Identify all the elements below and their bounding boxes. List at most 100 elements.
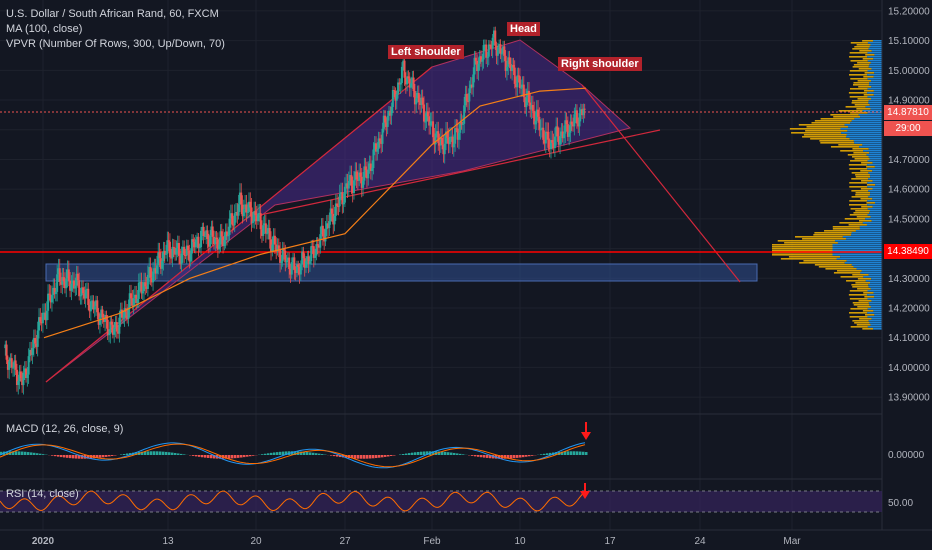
candle-body: [565, 120, 568, 125]
candle-body: [78, 280, 81, 297]
candle-body: [380, 140, 383, 144]
macd-label[interactable]: MACD (12, 26, close, 9): [6, 423, 124, 435]
time-tick-label: 27: [339, 536, 351, 547]
candle-body: [413, 90, 416, 105]
candle-body: [387, 110, 390, 116]
macd-histogram-bar: [252, 455, 255, 456]
candle-body: [61, 277, 64, 285]
candle-body: [487, 44, 490, 57]
candle-body: [324, 229, 327, 242]
candle-body: [163, 250, 166, 255]
volume-bar-down: [803, 260, 847, 262]
candle-body: [553, 136, 556, 149]
candle-body: [162, 250, 165, 262]
macd-histogram-bar: [210, 455, 213, 459]
vpvr-indicator-label[interactable]: VPVR (Number Of Rows, 300, Up/Down, 70): [6, 38, 225, 50]
candle-body: [398, 82, 401, 85]
macd-histogram-bar: [336, 455, 339, 457]
volume-bar-up: [868, 196, 882, 198]
candle-body: [530, 105, 533, 110]
candle-body: [113, 327, 116, 335]
candle-body: [434, 133, 437, 145]
candle-body: [192, 239, 195, 242]
candle-body: [66, 269, 69, 279]
volume-bar-down: [865, 54, 875, 56]
candle-body: [240, 192, 243, 205]
volume-bar-up: [869, 46, 882, 48]
macd-histogram-bar: [555, 452, 558, 455]
candle-body: [455, 128, 458, 130]
candle-body: [358, 172, 361, 181]
candle-body: [302, 251, 305, 259]
volume-bar-up: [863, 150, 882, 152]
macd-histogram-bar: [426, 451, 429, 455]
volume-bar-down: [772, 252, 833, 254]
candle-body: [537, 109, 540, 117]
macd-histogram-bar: [510, 455, 513, 459]
macd-histogram-bar: [63, 455, 66, 458]
volume-bar-down: [860, 188, 873, 190]
candle-body: [539, 128, 542, 131]
volume-bar-up: [873, 40, 882, 42]
macd-histogram-bar: [279, 451, 282, 455]
volume-bar-down: [863, 90, 874, 92]
candle-body: [150, 277, 153, 283]
right-shoulder-label[interactable]: Right shoulder: [558, 57, 642, 71]
left-shoulder-label[interactable]: Left shoulder: [388, 45, 464, 59]
rsi-label[interactable]: RSI (14, close): [6, 488, 79, 500]
candle-body: [88, 305, 91, 312]
candle-body: [262, 225, 265, 236]
volume-bar-down: [866, 166, 875, 168]
volume-bar-up: [868, 102, 882, 104]
volume-bar-down: [772, 254, 833, 256]
candle-body: [263, 223, 266, 226]
candle-body: [332, 213, 335, 225]
candle-body: [276, 245, 279, 252]
candle-body: [382, 115, 385, 129]
candle-body: [573, 114, 576, 127]
candle-body: [80, 287, 83, 296]
candle-body: [157, 252, 160, 266]
macd-histogram-bar: [585, 452, 588, 455]
macd-histogram-bar: [87, 455, 90, 459]
candle-body: [577, 123, 580, 127]
candle-body: [92, 300, 95, 310]
candle-body: [288, 257, 291, 270]
candle-body: [502, 46, 505, 54]
candle-body: [371, 168, 374, 171]
macd-histogram-bar: [504, 455, 507, 459]
candle-body: [419, 102, 422, 106]
candle-body: [257, 213, 260, 222]
volume-bar-down: [839, 222, 863, 224]
volume-bar-up: [872, 180, 882, 182]
volume-bar-down: [853, 152, 870, 154]
volume-bar-up: [855, 230, 882, 232]
macd-histogram-bar: [576, 451, 579, 455]
head-label[interactable]: Head: [507, 22, 540, 36]
volume-bar-up: [858, 114, 882, 116]
candle-body: [146, 274, 149, 289]
candle-body: [237, 204, 240, 216]
ma-indicator-label[interactable]: MA (100, close): [6, 23, 83, 35]
candle-body: [122, 317, 125, 319]
volume-bar-up: [862, 144, 882, 146]
volume-bar-up: [868, 190, 882, 192]
candle-body: [298, 266, 301, 275]
volume-bar-down: [824, 230, 856, 232]
rsi-band: [0, 491, 882, 512]
candle-body: [241, 204, 244, 217]
price-tick-label: 14.60000: [888, 185, 930, 196]
candle-body: [285, 260, 288, 263]
volume-bar-up: [874, 72, 882, 74]
candle-body: [368, 163, 371, 170]
candle-body: [422, 104, 425, 122]
candle-body: [236, 212, 239, 216]
candle-body: [556, 126, 559, 137]
candle-body: [140, 281, 143, 294]
macd-histogram-bar: [180, 453, 183, 455]
candle-body: [359, 172, 362, 177]
candle-body: [516, 75, 519, 88]
candle-body: [53, 287, 56, 295]
candle-body: [426, 111, 429, 117]
candle-body: [123, 308, 126, 318]
